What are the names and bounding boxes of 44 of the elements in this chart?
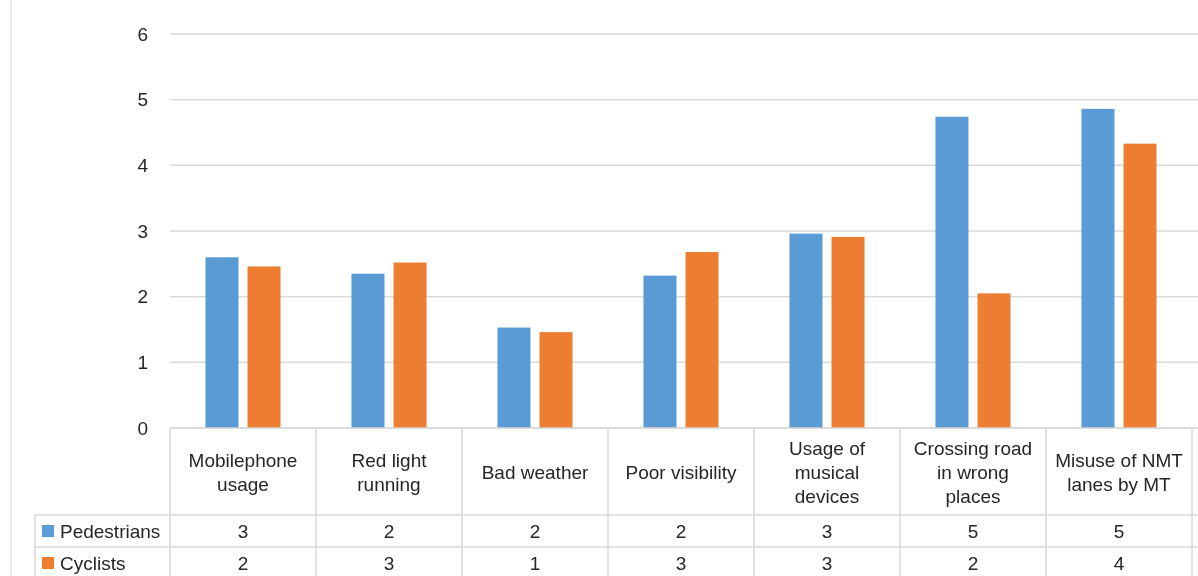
data-label: 4 — [1113, 552, 1125, 574]
bar — [393, 262, 427, 428]
y-tick-label: 3 — [137, 220, 148, 242]
bar — [935, 116, 969, 428]
data-label: 1 — [529, 552, 541, 574]
legend-label: Pedestrians — [60, 520, 161, 542]
data-label: 3 — [383, 552, 395, 574]
data-label: 2 — [383, 520, 395, 542]
x-tick-label: Mobilephone usage — [188, 449, 298, 494]
x-tick-label: Crossing road in wrong places — [913, 437, 1033, 506]
y-tick-label: 0 — [137, 417, 148, 439]
bar — [205, 257, 239, 428]
data-label: 5 — [967, 520, 979, 542]
bar — [351, 273, 385, 428]
bar — [497, 327, 531, 428]
data-label: 2 — [237, 552, 249, 574]
y-tick-label: 4 — [137, 154, 149, 176]
bar — [977, 293, 1011, 428]
y-tick-label: 6 — [137, 23, 148, 45]
legend-label: Cyclists — [60, 552, 126, 574]
x-tick-label: Red light running — [351, 449, 428, 494]
bar — [685, 252, 719, 428]
bar — [539, 332, 573, 428]
data-label: 3 — [237, 520, 249, 542]
bar — [1081, 108, 1115, 428]
bar — [831, 236, 865, 428]
bar — [643, 275, 677, 428]
data-label: 5 — [1113, 520, 1125, 542]
x-tick-label: Misuse of NMT lanes by MT — [1055, 449, 1184, 494]
data-label: 3 — [675, 552, 687, 574]
data-label: 3 — [821, 552, 833, 574]
x-tick-label: Usage of musical devices — [788, 437, 866, 506]
x-tick-label: Bad weather — [481, 461, 590, 482]
data-label: 2 — [675, 520, 687, 542]
data-label: 2 — [967, 552, 979, 574]
x-tick-label: Poor visibility — [625, 461, 737, 482]
bar — [1123, 143, 1157, 428]
bar — [247, 266, 281, 428]
y-tick-label: 1 — [137, 351, 148, 373]
y-tick-label: 2 — [137, 286, 148, 308]
data-label: 3 — [821, 520, 833, 542]
y-tick-label: 5 — [137, 89, 148, 111]
bar — [789, 233, 823, 428]
data-label: 2 — [529, 520, 541, 542]
